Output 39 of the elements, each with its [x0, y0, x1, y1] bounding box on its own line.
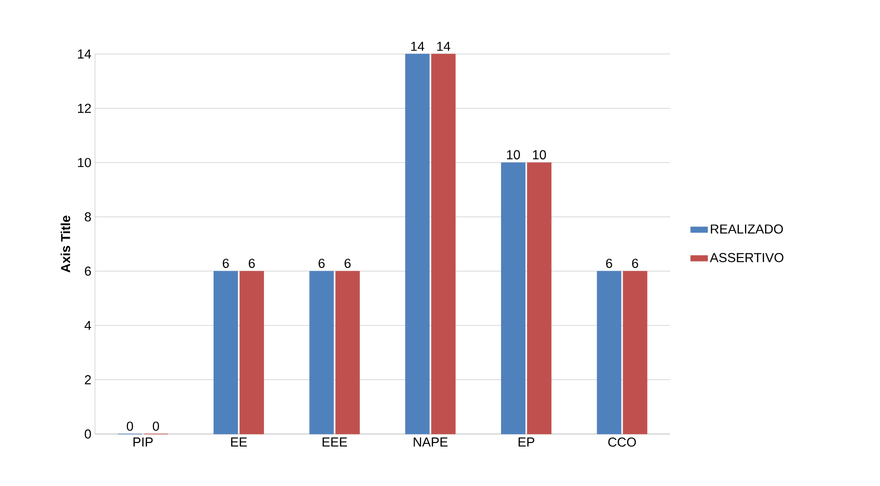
x-tick-label: EP — [518, 438, 534, 446]
data-label: 6 — [344, 258, 351, 268]
data-label: 6 — [248, 258, 255, 268]
bar — [335, 270, 360, 434]
data-label: 6 — [318, 258, 325, 268]
bar — [527, 162, 552, 434]
x-tick-label: NAPE — [414, 438, 448, 446]
bar — [622, 270, 648, 434]
data-label: 6 — [606, 258, 612, 268]
bar — [431, 54, 456, 434]
bar — [214, 270, 238, 434]
data-label: 14 — [437, 42, 450, 51]
bar — [596, 270, 622, 434]
y-tick-label: 12 — [78, 104, 91, 113]
y-axis-title: Axis Title — [60, 216, 70, 272]
x-tick-label: EE — [231, 438, 247, 446]
y-tick-label: 6 — [84, 266, 91, 276]
x-tick-label: CCO — [608, 438, 636, 447]
y-tick-label: 14 — [78, 50, 92, 58]
data-label: 6 — [632, 258, 638, 268]
y-tick-label: 10 — [78, 158, 91, 168]
bar — [501, 162, 526, 434]
legend-label: REALIZADO — [710, 224, 783, 234]
data-label: 0 — [126, 422, 134, 431]
data-label: 0 — [152, 422, 160, 431]
y-tick-label: 4 — [84, 320, 92, 330]
data-label: 10 — [533, 150, 546, 160]
bar — [240, 270, 264, 434]
data-label: 6 — [222, 258, 229, 268]
x-tick-label: EEE — [322, 438, 348, 446]
data-label: 10 — [507, 150, 520, 160]
data-label: 14 — [411, 42, 424, 51]
legend-label: ASSERTIVO — [710, 252, 784, 262]
x-tick-label: PIP — [134, 438, 153, 446]
bar — [405, 54, 430, 434]
y-tick-label: 0 — [84, 429, 91, 439]
bar — [309, 270, 334, 434]
y-tick-label: 2 — [84, 375, 91, 384]
y-tick-label: 8 — [84, 212, 91, 222]
